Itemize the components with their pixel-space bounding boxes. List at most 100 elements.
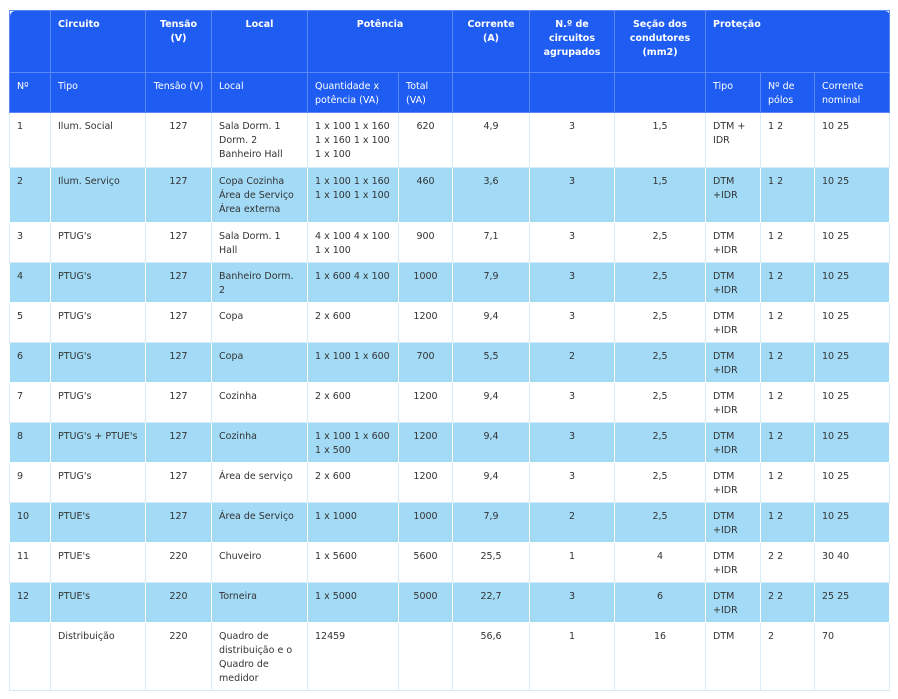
table-cell: 3	[529, 462, 616, 503]
table-row: 2 Ilum. Serviço 127 Copa Cozinha Área de Se…	[9, 167, 891, 223]
table-cell: 900	[397, 222, 454, 263]
table-row: 9 PTUG's 127 Área de serviço 2 x 600 1200 9,4 3…	[9, 462, 891, 503]
table-row: 5 PTUG's 127 Copa 2 x 600 1200 9,4 3 2,5 DTM +IDR…	[9, 302, 891, 343]
circuit-table: Circuito Tensão (V) Local Potência Corrente …	[9, 10, 891, 691]
table-cell: PTUE's	[50, 542, 146, 583]
table-cell: 1 x 5600	[307, 542, 399, 583]
table-cell: 2,5	[614, 222, 707, 263]
table-row: 6 PTUG's 127 Copa 1 x 100 1 x 600 700 5,5 2 2,5 D…	[9, 342, 891, 383]
header-cell	[529, 72, 616, 113]
header-cell	[9, 10, 51, 73]
table-cell: 2 x 600	[307, 302, 399, 343]
table-cell: 3	[529, 422, 616, 463]
table-cell: 1200	[397, 382, 454, 423]
table-cell: 5600	[397, 542, 454, 583]
table-cell: 3	[529, 262, 616, 303]
header-cell: Tipo	[705, 72, 762, 113]
header-cell: Quantidade x potência (VA)	[307, 72, 399, 113]
table-cell: 12	[9, 582, 51, 623]
table-cell: 127	[145, 462, 212, 503]
table-cell: 127	[145, 262, 212, 303]
table-cell: DTM +IDR	[705, 167, 762, 223]
table-cell: 1 2	[760, 302, 816, 343]
table-cell: 1 2	[760, 342, 816, 383]
table-cell: Ilum. Social	[50, 112, 146, 168]
table-cell: PTUG's	[50, 462, 146, 503]
table-body: 1 Ilum. Social 127 Sala Dorm. 1 Dorm. 2 Ban…	[9, 112, 891, 691]
table-cell: 3	[529, 302, 616, 343]
table-cell: 1200	[397, 462, 454, 503]
table-cell: PTUE's	[50, 502, 146, 543]
header-cell: Proteção	[705, 10, 891, 73]
table-cell: Copa Cozinha Área de Serviço Área extern…	[211, 167, 308, 223]
table-cell: 1 2	[760, 462, 816, 503]
table-cell: 1 x 100 1 x 600 1 x 500	[307, 422, 399, 463]
table-cell: 220	[145, 582, 212, 623]
table-cell: 3	[529, 222, 616, 263]
table-cell: 2,5	[614, 382, 707, 423]
header-row: Circuito Tensão (V) Local Potência Corrente …	[9, 10, 891, 73]
table-cell: 10 25	[814, 167, 891, 223]
table-cell: 10 25	[814, 382, 891, 423]
table-cell: 9	[9, 462, 51, 503]
table-cell	[9, 622, 51, 691]
table-container: Circuito Tensão (V) Local Potência Corrente …	[9, 10, 891, 691]
header-cell: Tipo	[50, 72, 146, 113]
table-cell: 10 25	[814, 112, 891, 168]
table-row: 11 PTUE's 220 Chuveiro 1 x 5600 5600 25,5 1 4 DTM…	[9, 542, 891, 583]
table-cell: 1 2	[760, 422, 816, 463]
header-cell	[452, 72, 531, 113]
table-cell: 620	[397, 112, 454, 168]
table-row: 8 PTUG's + PTUE's 127 Cozinha 1 x 100 1 x 60…	[9, 422, 891, 463]
table-cell: 10 25	[814, 262, 891, 303]
table-cell: 2 2	[760, 542, 816, 583]
table-cell: 2 2	[760, 582, 816, 623]
table-cell: 10	[9, 502, 51, 543]
table-cell: 10 25	[814, 422, 891, 463]
table-cell: DTM +IDR	[705, 222, 762, 263]
table-cell: 10 25	[814, 502, 891, 543]
table-cell: 3	[529, 112, 616, 168]
table-cell: DTM +IDR	[705, 302, 762, 343]
table-cell: PTUG's	[50, 302, 146, 343]
table-cell: Copa	[211, 302, 308, 343]
table-cell: 1 x 1000	[307, 502, 399, 543]
table-cell: 9,4	[452, 382, 531, 423]
table-cell: 4	[9, 262, 51, 303]
table-cell: 8	[9, 422, 51, 463]
table-cell: Torneira	[211, 582, 308, 623]
table-cell: 10 25	[814, 302, 891, 343]
table-cell: 127	[145, 167, 212, 223]
table-cell: 7	[9, 382, 51, 423]
table-cell: 1000	[397, 262, 454, 303]
table-cell: 460	[397, 167, 454, 223]
table-cell: PTUG's	[50, 342, 146, 383]
table-cell: 1 x 100 1 x 160 1 x 160 1 x 100 1 x 100	[307, 112, 399, 168]
header-cell: Circuito	[50, 10, 146, 73]
table-cell: 220	[145, 622, 212, 691]
table-cell: 1200	[397, 422, 454, 463]
table-cell: 2	[529, 502, 616, 543]
header-cell: N.º de circuitos agrupados	[529, 10, 616, 73]
table-cell: 10 25	[814, 342, 891, 383]
table-cell: 1 2	[760, 502, 816, 543]
table-cell: 5000	[397, 582, 454, 623]
header-cell: Corrente (A)	[452, 10, 531, 73]
table-cell: 11	[9, 542, 51, 583]
table-cell: 3	[529, 582, 616, 623]
table-cell: 2 x 600	[307, 382, 399, 423]
table-cell: 127	[145, 302, 212, 343]
table-cell: 2 x 600	[307, 462, 399, 503]
table-cell: 2	[760, 622, 816, 691]
table-cell: 7,1	[452, 222, 531, 263]
table-cell: DTM + IDR	[705, 112, 762, 168]
table-cell: 1 x 100 1 x 600	[307, 342, 399, 383]
table-cell: 2,5	[614, 342, 707, 383]
table-cell: 700	[397, 342, 454, 383]
table-cell: 127	[145, 222, 212, 263]
table-cell: 30 40	[814, 542, 891, 583]
table-cell: DTM +IDR	[705, 542, 762, 583]
header-cell: Tensão (V)	[145, 10, 212, 73]
table-cell: DTM +IDR	[705, 462, 762, 503]
table-cell: 220	[145, 542, 212, 583]
